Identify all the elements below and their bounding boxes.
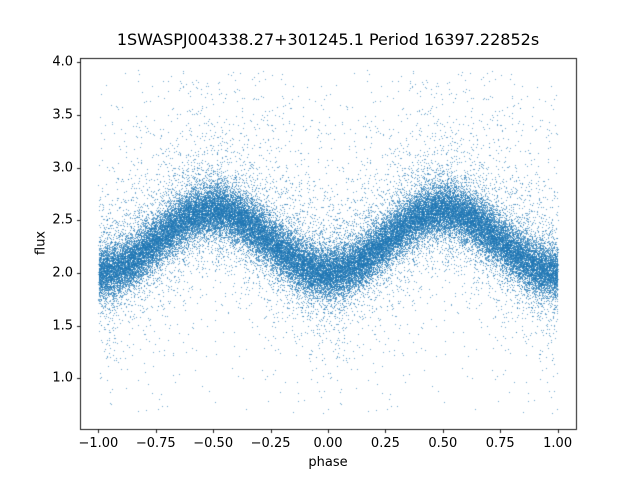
x-tick-label: −0.25 — [250, 436, 291, 451]
y-axis-label: flux — [33, 230, 49, 256]
y-tick-label: 4.0 — [52, 54, 73, 70]
y-tick-label: 1.5 — [52, 318, 73, 334]
chart-title: 1SWASPJ004338.27+301245.1 Period 16397.2… — [116, 30, 540, 49]
x-tick-label: 1.00 — [543, 436, 573, 451]
x-tick-label: 0.00 — [313, 436, 343, 451]
x-tick-label: 0.75 — [485, 436, 515, 451]
y-tick-label: 2.5 — [52, 212, 73, 228]
x-tick-label: −1.00 — [78, 436, 119, 451]
x-axis-label: phase — [308, 455, 348, 470]
y-tick-label: 3.5 — [52, 107, 73, 123]
x-tick-label: −0.75 — [135, 436, 176, 451]
y-tick-label: 2.0 — [52, 265, 73, 281]
x-tick-label: 0.25 — [370, 436, 400, 451]
y-tick-label: 1.0 — [52, 370, 73, 386]
x-tick-label: −0.50 — [193, 436, 234, 451]
x-tick-label: 0.50 — [428, 436, 458, 451]
y-tick-label: 3.0 — [52, 160, 73, 176]
